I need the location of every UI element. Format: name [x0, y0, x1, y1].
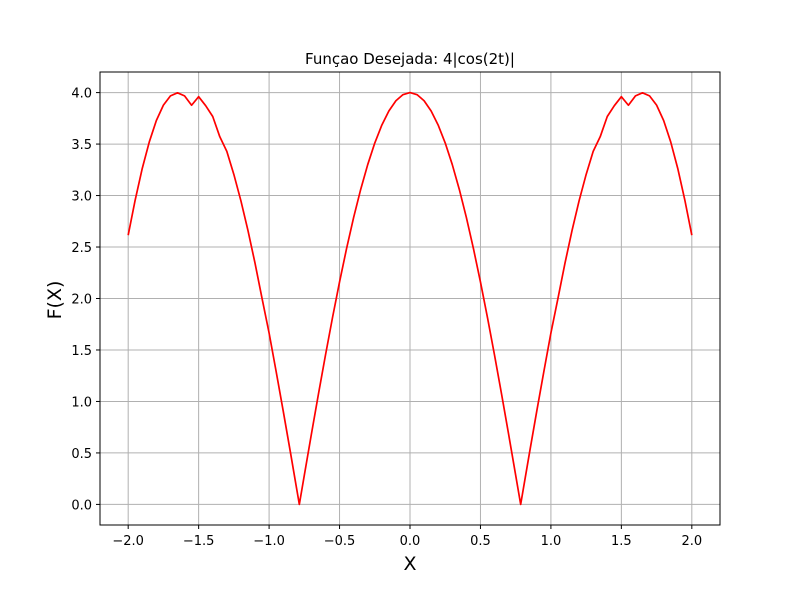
y-tick-label: 3.5 [71, 138, 92, 153]
x-tick-label: −2.0 [112, 534, 144, 549]
y-axis-label: F(X) [44, 281, 66, 320]
chart-title: Funçao Desejada: 4|cos(2t)| [305, 50, 515, 68]
x-tick-label: 1.5 [611, 534, 632, 549]
x-axis: −2.0 −1.5 −1.0 −0.5 0.0 0.5 1.0 1.5 2.0 [112, 525, 702, 549]
y-tick-label: 2.0 [71, 293, 92, 308]
x-tick-label: −1.5 [183, 534, 215, 549]
y-tick-label: 1.5 [71, 344, 92, 359]
y-tick-label: 0.5 [71, 447, 92, 462]
x-tick-label: 0.0 [400, 534, 421, 549]
x-axis-label: X [403, 553, 416, 575]
x-tick-label: 2.0 [681, 534, 702, 549]
y-axis: 0.0 0.5 1.0 1.5 2.0 2.5 3.0 3.5 4.0 [71, 87, 100, 513]
y-tick-label: 4.0 [71, 87, 92, 102]
y-tick-label: 0.0 [71, 498, 92, 513]
y-tick-label: 1.0 [71, 395, 92, 410]
y-tick-label: 3.0 [71, 190, 92, 205]
x-tick-label: −1.0 [253, 534, 285, 549]
series-line [127, 91, 693, 506]
x-tick-label: 1.0 [541, 534, 562, 549]
x-tick-label: −0.5 [324, 534, 356, 549]
x-tick-label: 0.5 [470, 534, 491, 549]
y-tick-label: 2.5 [71, 241, 92, 256]
